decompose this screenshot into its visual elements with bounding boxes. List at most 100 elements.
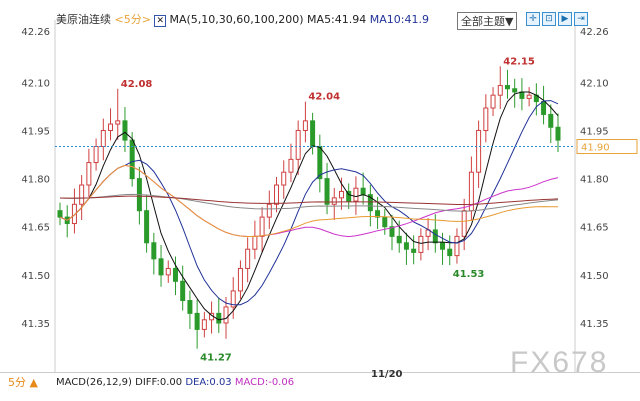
- ma100-line: [59, 193, 559, 212]
- candle: [425, 218, 431, 251]
- candle: [411, 235, 417, 265]
- candle: [288, 143, 294, 183]
- candle: [209, 301, 215, 334]
- candle: [144, 194, 150, 253]
- extreme-label: 42.04: [308, 92, 340, 103]
- candle: [338, 177, 344, 210]
- candle: [295, 120, 301, 176]
- price-chart: 42.26 42.26 42.10 42.10 41.95 41.95 41.80 41.80…: [21, 20, 638, 372]
- ma10-line: [59, 100, 559, 306]
- candle: [172, 256, 178, 296]
- candle: [158, 245, 164, 287]
- y-tick-label: 41.80: [21, 175, 50, 186]
- ma-title: MA(5,10,30,60,100,200): [169, 13, 304, 26]
- candle: [302, 101, 308, 143]
- candle: [216, 297, 222, 333]
- ma60-line: [59, 164, 558, 237]
- candle: [266, 190, 272, 229]
- ma-icon[interactable]: ✕: [154, 15, 166, 27]
- ma200-line: [59, 195, 559, 205]
- candle: [259, 207, 265, 253]
- footer-bar: 5分 ▲ MACD(26,12,9) DIFF:0.00 DEA:0.03 MA…: [0, 369, 640, 401]
- candle: [252, 220, 258, 260]
- candle: [382, 209, 388, 235]
- candle: [100, 118, 106, 161]
- candle: [346, 183, 352, 210]
- candle: [454, 228, 460, 264]
- zoom-in-icon[interactable]: ⊡: [542, 12, 556, 26]
- y-tick-label: 41.95: [580, 126, 609, 137]
- extreme-label: 41.53: [453, 269, 485, 280]
- play-icon[interactable]: ▶: [558, 12, 572, 26]
- candle: [237, 260, 243, 299]
- candle: [317, 134, 323, 193]
- candle: [519, 78, 525, 111]
- y-tick-label: 41.35: [580, 319, 609, 330]
- candle: [187, 290, 193, 330]
- crosshair-icon[interactable]: ✛: [526, 12, 540, 26]
- period-toggle[interactable]: 5分 ▲: [8, 376, 38, 389]
- candle: [353, 176, 359, 215]
- y-tick-label: 41.95: [21, 126, 50, 137]
- candle: [432, 214, 438, 253]
- candle: [512, 78, 518, 108]
- y-tick-label: 41.80: [580, 175, 609, 186]
- candle: [403, 232, 409, 265]
- candle: [447, 235, 453, 266]
- candle: [526, 87, 532, 107]
- candle: [180, 265, 186, 311]
- y-tick-label: 41.35: [21, 319, 50, 330]
- macd-legend: MACD(26,12,9) DIFF:0.00 DEA:0.03 MACD:-0…: [56, 377, 294, 388]
- theme-select[interactable]: 全部主题▼: [457, 12, 518, 30]
- exit-icon[interactable]: ⇥: [574, 12, 588, 26]
- candle: [151, 232, 157, 275]
- candle: [555, 113, 561, 152]
- candle: [201, 311, 207, 338]
- diff-value: DIFF:0.00: [135, 377, 183, 388]
- candle: [274, 177, 280, 213]
- candle: [129, 132, 135, 187]
- candle: [533, 83, 539, 116]
- candle: [115, 88, 121, 140]
- y-tick-label: 41.65: [580, 223, 609, 234]
- candle: [194, 299, 200, 349]
- extreme-label: 42.08: [121, 79, 153, 90]
- date-label: 11/20: [371, 369, 403, 380]
- extreme-label: 41.27: [200, 353, 232, 364]
- candle: [230, 277, 236, 319]
- ma30-line: [59, 164, 559, 238]
- macd-title: MACD(26,12,9): [56, 377, 132, 388]
- candle: [71, 188, 77, 234]
- chart-header: 美原油连续 <5分> ✕ MA(5,10,30,60,100,200) MA5:…: [56, 11, 429, 27]
- period-label[interactable]: <5分>: [114, 13, 151, 26]
- symbol-name: 美原油连续: [56, 13, 111, 26]
- candle: [57, 202, 63, 226]
- y-tick-label: 42.10: [21, 78, 50, 89]
- candle: [136, 166, 142, 225]
- candle: [122, 107, 128, 152]
- candle: [165, 260, 171, 283]
- candle: [93, 138, 99, 171]
- y-tick-label: 41.50: [21, 271, 50, 282]
- ma5-line: [59, 91, 559, 321]
- y-tick-label: 41.65: [21, 223, 50, 234]
- candle: [281, 160, 287, 199]
- candle: [461, 198, 467, 251]
- dea-value: DEA:0.03: [185, 377, 232, 388]
- extreme-label: 42.15: [503, 56, 535, 67]
- candle: [504, 69, 510, 99]
- candle: [418, 228, 424, 261]
- watermark: FX678: [510, 346, 609, 379]
- candle: [86, 148, 92, 197]
- last-price-box: [576, 139, 638, 155]
- y-tick-label: 41.50: [580, 271, 609, 282]
- candle: [64, 205, 70, 238]
- candle: [310, 112, 316, 155]
- candle: [541, 85, 547, 125]
- candle: [476, 120, 482, 188]
- ma10-value: MA10:41.9: [369, 13, 429, 26]
- candle: [331, 187, 337, 220]
- macd-value: MACD:-0.06: [234, 377, 295, 388]
- ma5-value: MA5:41.94: [307, 13, 367, 26]
- candle: [108, 108, 114, 141]
